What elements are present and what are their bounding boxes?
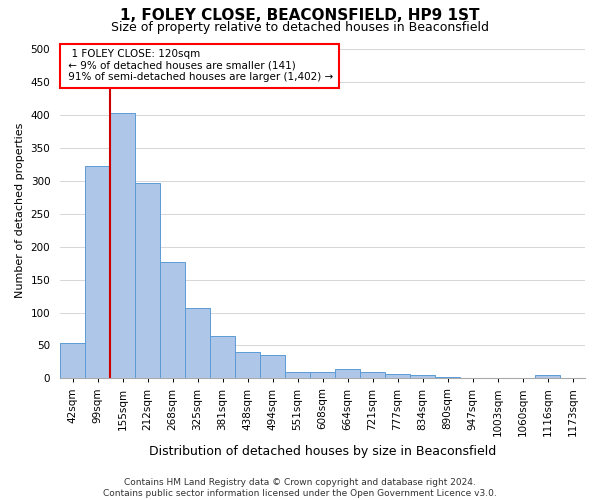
Bar xyxy=(285,372,310,378)
Bar xyxy=(185,308,210,378)
Bar xyxy=(110,113,135,378)
Text: Size of property relative to detached houses in Beaconsfield: Size of property relative to detached ho… xyxy=(111,21,489,34)
Bar xyxy=(385,374,410,378)
Text: Contains HM Land Registry data © Crown copyright and database right 2024.
Contai: Contains HM Land Registry data © Crown c… xyxy=(103,478,497,498)
Bar xyxy=(85,166,110,378)
Bar xyxy=(260,354,285,378)
Bar xyxy=(310,372,335,378)
Bar xyxy=(160,262,185,378)
Bar xyxy=(410,375,435,378)
Text: 1 FOLEY CLOSE: 120sqm  
 ← 9% of detached houses are smaller (141)
 91% of semi-: 1 FOLEY CLOSE: 120sqm ← 9% of detached h… xyxy=(65,49,334,82)
Y-axis label: Number of detached properties: Number of detached properties xyxy=(15,123,25,298)
X-axis label: Distribution of detached houses by size in Beaconsfield: Distribution of detached houses by size … xyxy=(149,444,496,458)
Bar xyxy=(60,344,85,378)
Bar xyxy=(235,352,260,378)
Text: 1, FOLEY CLOSE, BEACONSFIELD, HP9 1ST: 1, FOLEY CLOSE, BEACONSFIELD, HP9 1ST xyxy=(120,8,480,22)
Bar xyxy=(435,377,460,378)
Bar xyxy=(335,368,360,378)
Bar xyxy=(535,375,560,378)
Bar xyxy=(210,336,235,378)
Bar xyxy=(135,183,160,378)
Bar xyxy=(360,372,385,378)
